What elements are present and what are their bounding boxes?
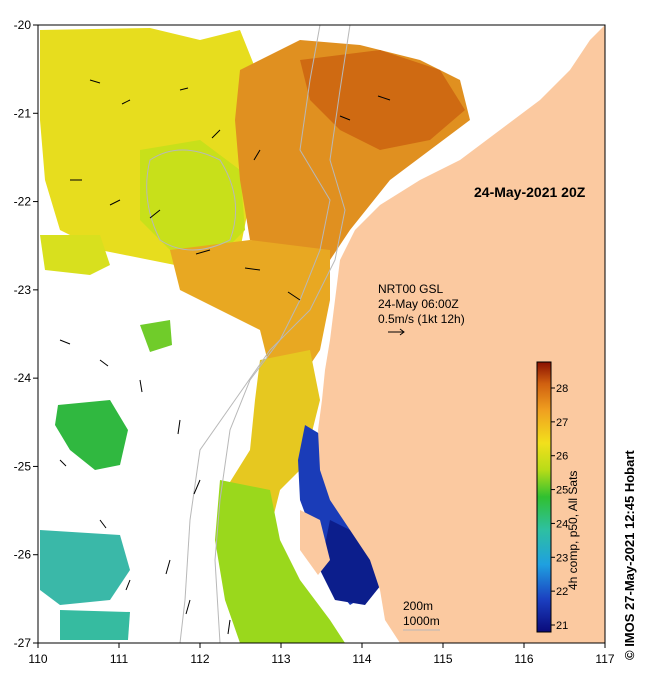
current-vectors [59,79,391,635]
sst-field [40,28,470,643]
lon-tick-label: 113 [271,652,290,666]
lon-tick-label: 112 [190,652,209,666]
sst-orange-mid [170,240,330,380]
land-peninsula [300,510,330,575]
colorbar-tick-label: 28 [556,383,568,395]
current-label-line-1: NRT00 GSL [378,282,443,296]
isobath-contours [146,24,351,644]
colorbar-tick-label: 26 [556,451,568,463]
land-mainland [318,25,605,643]
lat-tick-label: -22 [14,195,32,209]
lat-tick-label: -27 [14,636,32,650]
plot-frame [37,24,606,644]
lat-tick-label: -26 [14,548,32,562]
lat-tick-label: -23 [14,283,32,297]
current-label-line-2: 24-May 06:00Z [378,297,459,311]
colorbar-tick-label: 25 [556,485,568,497]
lat-tick-label: -20 [14,18,32,32]
colorbar-tick-label: 22 [556,586,568,598]
colorbar-ticks: 21 22 23 24 25 26 27 28 [551,383,568,632]
sst-teal-small [60,610,130,640]
lat-tick-label: -21 [14,106,32,120]
sst-green-patch-left [55,400,128,470]
lon-tick-label: 116 [514,652,533,666]
date-label: 24-May-2021 20Z [474,184,586,200]
sst-teal-southwest [40,530,130,605]
colorbar-tick-label: 27 [556,417,568,429]
lon-axis: 110 111 112 113 114 115 116 117 [28,643,615,666]
lat-tick-label: -24 [14,371,32,385]
colorbar-tick-label: 24 [556,518,568,530]
lon-tick-label: 111 [110,652,129,666]
lon-tick-label: 110 [28,652,47,666]
lon-tick-label: 117 [595,652,614,666]
lat-tick-label: -25 [14,459,32,473]
isobath-label-1000: 1000m [403,614,440,628]
colorbar-title: 4h comp, p50, All Sats [566,470,580,590]
lat-axis: -20 -21 -22 -23 -24 -25 -26 -27 [14,18,38,650]
sst-yellow-patch [40,235,110,275]
lon-tick-label: 115 [433,652,452,666]
lon-tick-label: 114 [352,652,371,666]
sst-yellowgreen-center [140,140,245,255]
scale-arrow [388,328,405,336]
sst-green-small [140,320,172,352]
colorbar-tick-label: 21 [556,620,568,632]
colorbar-tick-label: 23 [556,552,568,564]
isobath-label-200: 200m [403,599,433,613]
sst-darkorange-ne [300,50,465,150]
current-label-line-3: 0.5m/s (1kt 12h) [378,312,465,326]
sst-green-south [215,480,345,643]
credit-label: © IMOS 27-May-2021 12:45 Hobart [622,450,637,660]
colorbar [536,361,552,633]
